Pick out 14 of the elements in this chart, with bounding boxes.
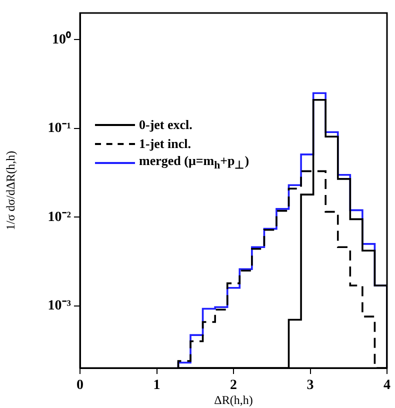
legend-label: 0-jet excl. [139,116,192,132]
legend-label: 1-jet incl. [139,136,191,152]
y-tick-label: 10⁰ [52,30,71,48]
x-tick-label: 2 [230,378,237,394]
legend-label: merged (μ=m$_{h}$+p$_{⊥}$) [139,153,250,172]
y-tick-label: 10⁻¹ [48,121,71,136]
x-tick-label: 0 [76,378,84,394]
x-tick-label: 1 [153,378,160,394]
y-tick-label: 10⁻² [48,210,71,225]
x-axis-title: ΔR(h,h) [214,392,253,407]
x-tick-label: 4 [384,378,390,394]
y-tick-label: 10⁻³ [48,298,71,314]
x-tick-label: 3 [306,378,314,394]
y-axis-title: 1/σ dσ/dΔR(h,h) [3,150,18,230]
